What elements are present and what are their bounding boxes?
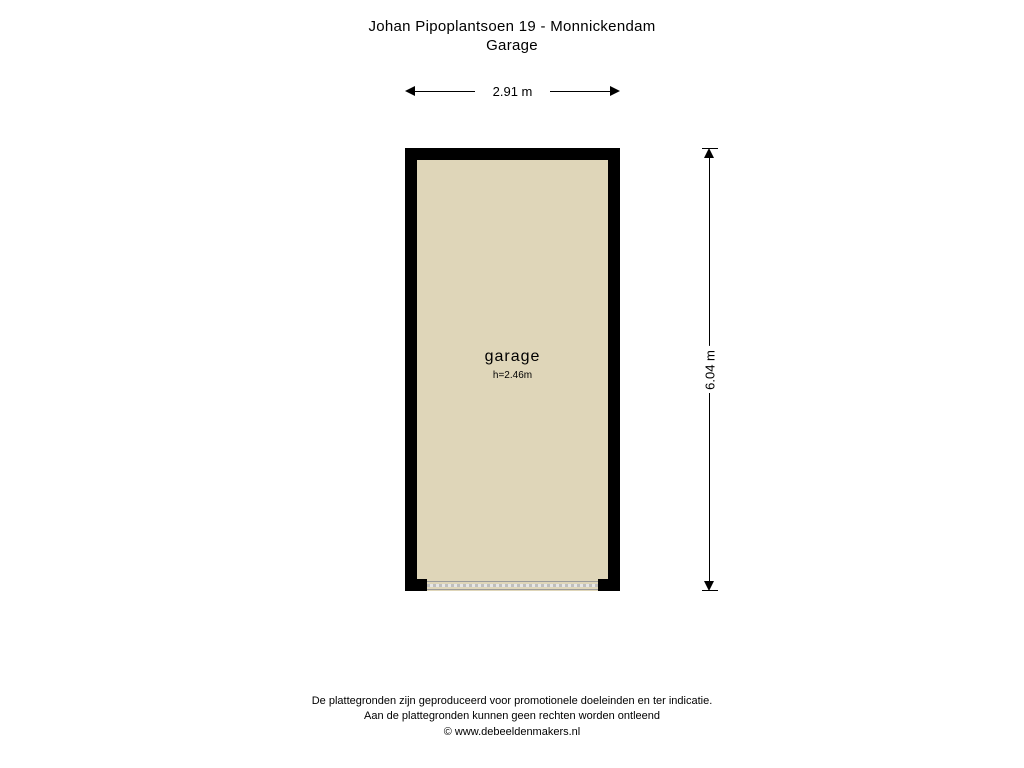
room-height: h=2.46m [405, 370, 620, 381]
dimension-line [709, 393, 710, 583]
dimension-line [709, 156, 710, 346]
dimension-line [550, 91, 612, 92]
wall-bottom-right [598, 579, 620, 591]
footer-line: Aan de plattegronden kunnen geen rechten… [0, 709, 1024, 724]
floor-plan: garage h=2.46m [405, 148, 620, 591]
dimension-height-label: 6.04 m [703, 346, 718, 394]
dimension-tick [702, 590, 718, 591]
title-address: Johan Pipoplantsoen 19 - Monnickendam [0, 18, 1024, 35]
garage-door [427, 579, 598, 591]
title-floor: Garage [0, 37, 1024, 54]
footer-line: De plattegronden zijn geproduceerd voor … [0, 694, 1024, 709]
room-label: garage h=2.46m [405, 348, 620, 381]
wall-top [405, 148, 620, 160]
title-block: Johan Pipoplantsoen 19 - Monnickendam Ga… [0, 18, 1024, 54]
wall-bottom-left [405, 579, 427, 591]
room-name: garage [405, 348, 620, 366]
arrow-right-icon [610, 86, 620, 96]
footer-copyright: © www.debeeldenmakers.nl [0, 725, 1024, 740]
dimension-height: 6.04 m [700, 148, 720, 591]
footer-disclaimer: De plattegronden zijn geproduceerd voor … [0, 694, 1024, 740]
door-track [427, 581, 598, 582]
door-track [427, 589, 598, 590]
door-track [427, 584, 598, 587]
dimension-width: 2.91 m [405, 82, 620, 102]
